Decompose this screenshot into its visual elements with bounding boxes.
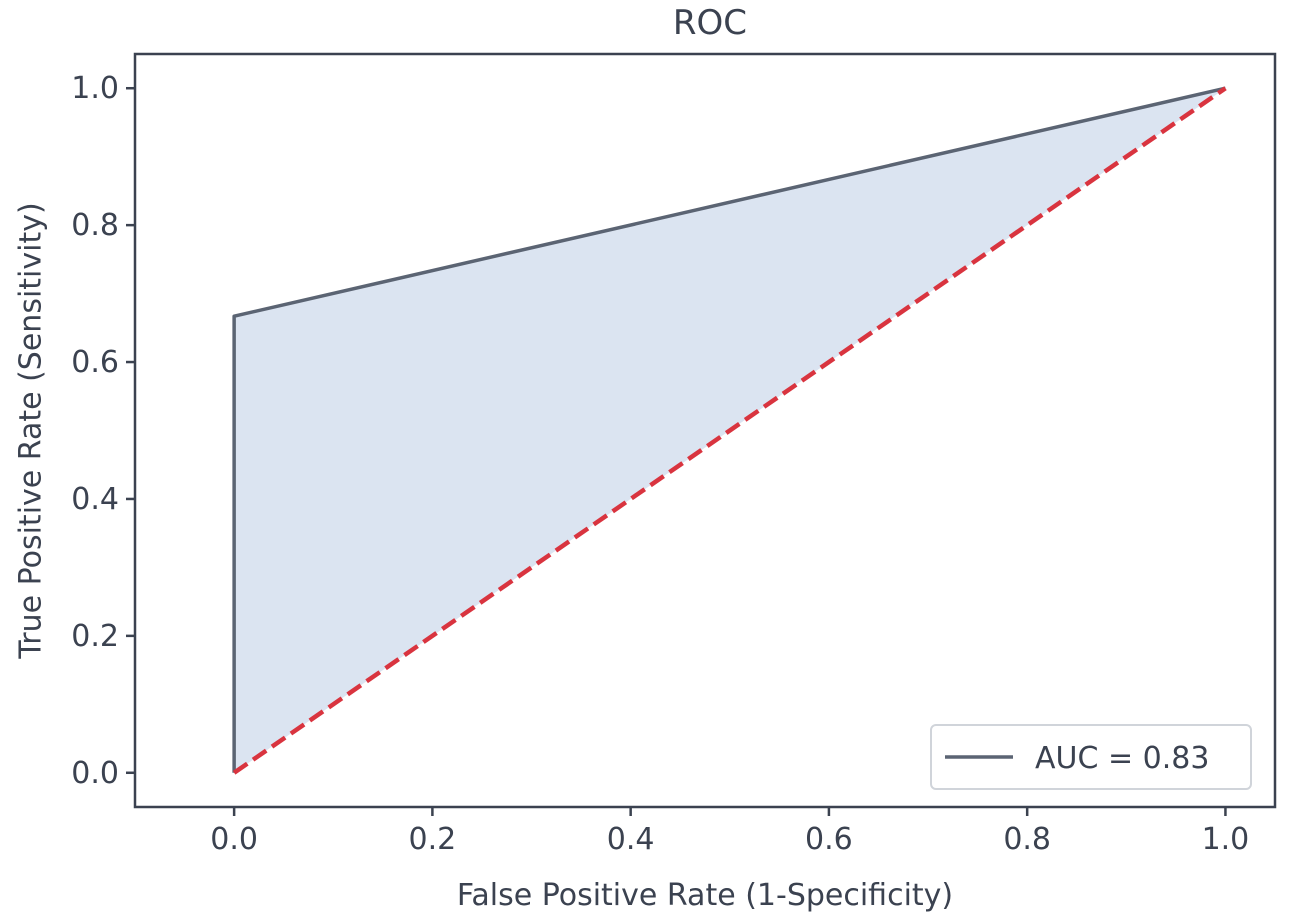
x-tick-label: 0.8 [1003,822,1051,857]
y-axis-ticks: 0.0 0.2 0.4 0.6 0.8 1.0 [71,71,135,791]
plot-area [232,86,1227,775]
y-tick-label: 1.0 [71,71,119,106]
x-tick-label: 0.2 [409,822,457,857]
y-tick-label: 0.6 [71,345,119,380]
legend: AUC = 0.83 [930,724,1252,790]
roc-curve-line [232,86,1226,773]
x-axis-ticks: 0.0 0.2 0.4 0.6 0.8 1.0 [210,807,1249,857]
x-tick-label: 0.0 [210,822,258,857]
x-tick-label: 0.6 [805,822,853,857]
diagonal-reference-line [232,86,1227,775]
y-tick-label: 0.4 [71,482,119,517]
chart-title: ROC [673,3,747,43]
y-tick-label: 0.0 [71,756,119,791]
y-axis-label: True Positive Rate (Sensitivity) [14,202,49,659]
x-tick-label: 0.4 [607,822,655,857]
plot-frame [133,52,1277,809]
y-tick-label: 0.2 [71,619,119,654]
x-axis-label: False Positive Rate (1-Specificity) [457,878,953,913]
y-tick-label: 0.8 [71,208,119,243]
legend-box [930,724,1252,790]
x-tick-label: 1.0 [1202,822,1250,857]
legend-entry-label: AUC = 0.83 [1035,741,1209,776]
